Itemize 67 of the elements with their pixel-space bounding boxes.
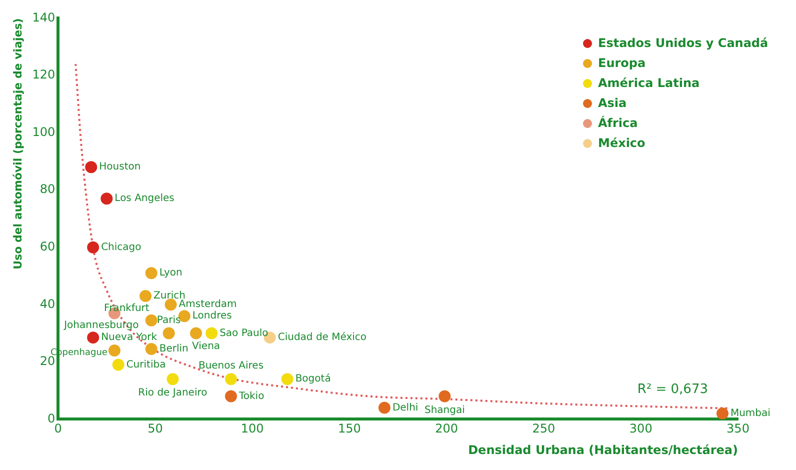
y-tick-label: 60 bbox=[40, 239, 56, 254]
annotation: Londres bbox=[192, 310, 232, 322]
x-tick-label: 250 bbox=[532, 422, 556, 436]
point bbox=[281, 373, 294, 386]
annotation: Amsterdam bbox=[178, 299, 237, 310]
legend-label: América Latina bbox=[598, 76, 700, 90]
point bbox=[108, 344, 120, 356]
annotation: Los Angeles bbox=[114, 193, 174, 204]
point bbox=[145, 267, 158, 280]
annotation: Mumbai bbox=[730, 408, 770, 420]
annotation: Curitiba bbox=[126, 359, 166, 370]
point bbox=[112, 358, 124, 371]
annotation: Frankfurt bbox=[104, 302, 150, 314]
point bbox=[85, 161, 98, 174]
point bbox=[206, 327, 218, 340]
y-tick-label: 20 bbox=[40, 354, 56, 368]
x-tick-label: 350 bbox=[726, 422, 750, 436]
y-tick-label: 0 bbox=[47, 411, 56, 426]
point bbox=[716, 407, 728, 420]
y-tick-label: 80 bbox=[40, 182, 56, 196]
x-axis-title: Densidad Urbana (Habitantes/hectárea) bbox=[468, 442, 738, 457]
point bbox=[145, 314, 158, 326]
annotation: Bogotá bbox=[295, 374, 331, 385]
annotation: Delhi bbox=[392, 402, 418, 414]
annotation: Tokio bbox=[238, 390, 264, 402]
x-tick-label: 200 bbox=[435, 422, 458, 436]
x-tick-label: 150 bbox=[338, 422, 361, 436]
annotation: Rio de Janeiro bbox=[138, 388, 208, 399]
y-tick-label: 40 bbox=[40, 296, 56, 311]
y-tick-label: 140 bbox=[32, 10, 56, 24]
annotation: Buenos Aires bbox=[198, 360, 264, 372]
legend-label: México bbox=[598, 136, 646, 150]
point bbox=[224, 390, 237, 402]
point bbox=[140, 290, 152, 302]
x-tick-label: 100 bbox=[240, 422, 264, 436]
annotation: Viena bbox=[192, 340, 220, 352]
legend-label: Estados Unidos y Canadá bbox=[598, 36, 768, 50]
y-tick-label: 100 bbox=[32, 124, 56, 139]
legend-label: Europa bbox=[598, 56, 646, 70]
legend-label: África bbox=[598, 116, 638, 130]
annotation: Houston bbox=[99, 162, 141, 173]
point bbox=[162, 327, 175, 340]
point bbox=[224, 373, 237, 386]
point bbox=[166, 373, 179, 386]
point bbox=[100, 192, 113, 205]
annotation: Ciudad de México bbox=[278, 332, 367, 344]
point bbox=[87, 332, 100, 344]
y-tick-label: 120 bbox=[32, 68, 56, 82]
annotation: Berlin bbox=[159, 344, 188, 355]
annotation: R² = 0,673 bbox=[637, 382, 708, 398]
annotation: Sao Paulo bbox=[220, 328, 268, 339]
annotation: Chicago bbox=[101, 242, 142, 253]
annotation: Johannesburgo bbox=[63, 320, 139, 331]
annotation: Nueva York bbox=[101, 332, 158, 344]
x-tick-label: 50 bbox=[148, 422, 163, 436]
x-tick-label: 300 bbox=[629, 422, 652, 436]
legend-label: Asia bbox=[598, 96, 627, 110]
annotation: Paris bbox=[156, 314, 181, 326]
annotation: Lyon bbox=[159, 268, 182, 279]
point bbox=[87, 241, 100, 254]
point bbox=[378, 402, 390, 414]
annotation: Shangai bbox=[424, 404, 465, 416]
point bbox=[438, 390, 451, 402]
y-axis-title: Uso del automóvil (porcentaje de viajes) bbox=[11, 18, 24, 270]
point bbox=[164, 298, 177, 311]
point bbox=[190, 327, 202, 340]
point bbox=[145, 343, 158, 356]
